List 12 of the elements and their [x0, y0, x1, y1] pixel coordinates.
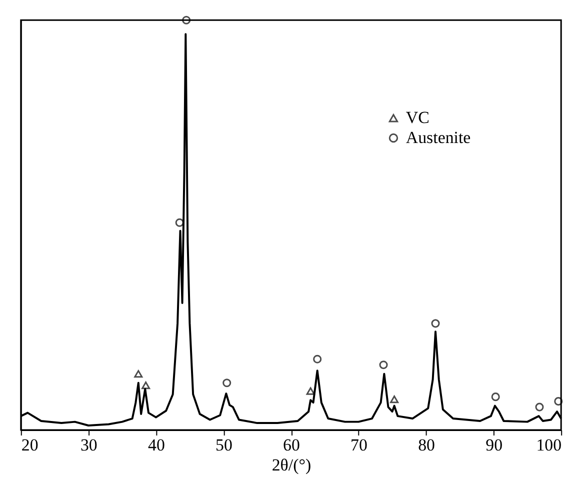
x-tick-label: 40: [148, 435, 165, 454]
x-tick-label: 80: [418, 435, 435, 454]
x-tick-label: 100: [536, 435, 562, 454]
x-tick-label: 30: [80, 435, 98, 454]
legend-label: VC: [406, 108, 430, 128]
x-tick-label: 70: [350, 435, 368, 454]
x-tick-label: 60: [283, 435, 300, 454]
x-axis-title: 2θ/(°): [272, 455, 312, 474]
x-tick-label: 50: [216, 435, 232, 454]
x-tick-label: 90: [486, 435, 503, 454]
legend-label: Austenite: [406, 128, 471, 147]
x-tick-label: 20: [21, 435, 38, 454]
